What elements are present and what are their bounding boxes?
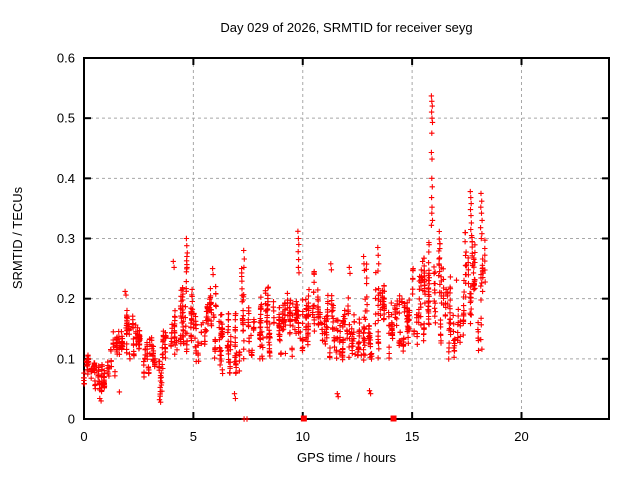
y-tick-label: 0.4 — [57, 171, 75, 186]
x-axis-label: GPS time / hours — [297, 450, 396, 465]
chart-title: Day 029 of 2026, SRMTID for receiver sey… — [220, 20, 473, 35]
y-tick-label: 0.6 — [57, 51, 75, 66]
y-tick-label: 0.5 — [57, 111, 75, 126]
x-tick-label: 10 — [296, 429, 310, 444]
x-tick-label: 5 — [190, 429, 197, 444]
x-tick-label: 0 — [80, 429, 87, 444]
axis-marker-square — [390, 415, 397, 422]
x-tick-label: 20 — [514, 429, 528, 444]
x-tick-label: 15 — [405, 429, 419, 444]
y-tick-label: 0.2 — [57, 291, 75, 306]
axis-marker-square — [300, 415, 307, 422]
scatter-points-srmtid — [81, 93, 488, 422]
y-tick-label: 0.3 — [57, 231, 75, 246]
y-tick-label: 0 — [68, 412, 75, 427]
y-tick-label: 0.1 — [57, 351, 75, 366]
